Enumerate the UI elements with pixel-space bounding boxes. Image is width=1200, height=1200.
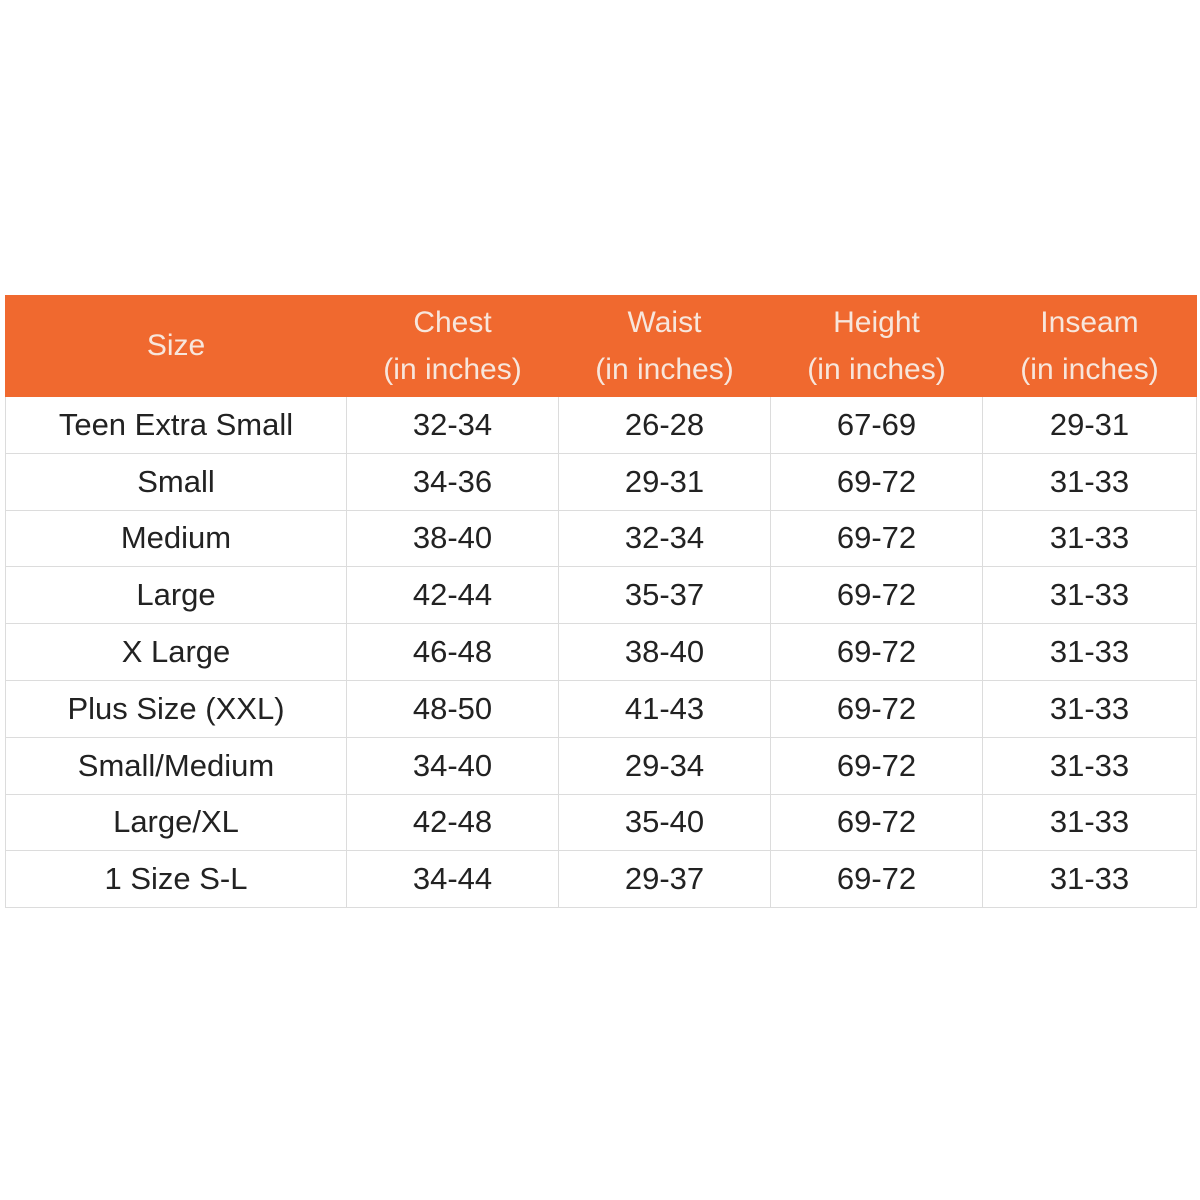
table-cell: 34-44 bbox=[347, 851, 559, 909]
header-text: Waist bbox=[627, 305, 702, 339]
header-text: Chest bbox=[413, 305, 492, 339]
size-table: Size Chest (in inches) Waist (in inches) Heig… bbox=[5, 295, 1197, 909]
table-cell: 32-34 bbox=[559, 510, 771, 568]
header-text: (in inches) bbox=[807, 352, 946, 386]
table-row: Medium 38-40 32-34 69-72 31-33 bbox=[5, 510, 1197, 568]
table-cell: 38-40 bbox=[347, 510, 559, 568]
table-cell: 32-34 bbox=[347, 397, 559, 454]
table-cell: 31-33 bbox=[983, 624, 1197, 681]
table-cell: Small/Medium bbox=[5, 737, 347, 795]
table-cell: 31-33 bbox=[983, 510, 1197, 568]
table-row: Plus Size (XXL) 48-50 41-43 69-72 31-33 bbox=[5, 680, 1197, 738]
table-row: Large/XL 42-48 35-40 69-72 31-33 bbox=[5, 794, 1197, 852]
table-row: X Large 46-48 38-40 69-72 31-33 bbox=[5, 624, 1197, 681]
table-cell: 69-72 bbox=[771, 453, 983, 511]
table-cell: 35-37 bbox=[559, 567, 771, 625]
header-row: Size Chest (in inches) Waist (in inches) Heig… bbox=[5, 295, 1197, 397]
table-cell: 34-40 bbox=[347, 737, 559, 795]
table-cell: 48-50 bbox=[347, 680, 559, 738]
table-cell: 67-69 bbox=[771, 397, 983, 454]
table-cell: Teen Extra Small bbox=[5, 397, 347, 454]
table-cell: 41-43 bbox=[559, 680, 771, 738]
table-cell: Plus Size (XXL) bbox=[5, 680, 347, 738]
table-cell: 69-72 bbox=[771, 567, 983, 625]
table-cell: Large/XL bbox=[5, 794, 347, 852]
table-cell: 69-72 bbox=[771, 624, 983, 681]
table-cell: 31-33 bbox=[983, 680, 1197, 738]
header-cell: Height (in inches) bbox=[771, 295, 983, 397]
table-cell: 69-72 bbox=[771, 851, 983, 909]
table-cell: 42-44 bbox=[347, 567, 559, 625]
header-text: (in inches) bbox=[595, 352, 734, 386]
table-cell: Large bbox=[5, 567, 347, 625]
table-cell: 46-48 bbox=[347, 624, 559, 681]
header-text: (in inches) bbox=[1020, 352, 1159, 386]
table-row: Large 42-44 35-37 69-72 31-33 bbox=[5, 567, 1197, 625]
table-cell: Medium bbox=[5, 510, 347, 568]
table-cell: X Large bbox=[5, 624, 347, 681]
table-cell: 31-33 bbox=[983, 737, 1197, 795]
table-row: Teen Extra Small 32-34 26-28 67-69 29-31 bbox=[5, 397, 1197, 454]
table-cell: Small bbox=[5, 453, 347, 511]
table-cell: 1 Size S-L bbox=[5, 851, 347, 909]
header-text: Inseam bbox=[1040, 305, 1139, 339]
header-cell: Waist (in inches) bbox=[559, 295, 771, 397]
table-cell: 69-72 bbox=[771, 737, 983, 795]
table-cell: 42-48 bbox=[347, 794, 559, 852]
header-text: (in inches) bbox=[383, 352, 522, 386]
header-cell: Size bbox=[5, 295, 347, 397]
table-cell: 29-31 bbox=[983, 397, 1197, 454]
table-row: 1 Size S-L 34-44 29-37 69-72 31-33 bbox=[5, 851, 1197, 909]
header-text: Height bbox=[833, 305, 920, 339]
table-cell: 69-72 bbox=[771, 794, 983, 852]
table-cell: 26-28 bbox=[559, 397, 771, 454]
table-cell: 31-33 bbox=[983, 794, 1197, 852]
table-row: Small 34-36 29-31 69-72 31-33 bbox=[5, 453, 1197, 511]
table-cell: 31-33 bbox=[983, 851, 1197, 909]
table-cell: 69-72 bbox=[771, 510, 983, 568]
header-text: Size bbox=[146, 329, 206, 362]
table-cell: 35-40 bbox=[559, 794, 771, 852]
table-cell: 34-36 bbox=[347, 453, 559, 511]
table-cell: 29-37 bbox=[559, 851, 771, 909]
table-cell: 69-72 bbox=[771, 680, 983, 738]
table-cell: 29-34 bbox=[559, 737, 771, 795]
header-cell: Chest (in inches) bbox=[347, 295, 559, 397]
table-cell: 38-40 bbox=[559, 624, 771, 681]
table-cell: 31-33 bbox=[983, 453, 1197, 511]
table-cell: 31-33 bbox=[983, 567, 1197, 625]
table-row: Small/Medium 34-40 29-34 69-72 31-33 bbox=[5, 737, 1197, 795]
header-cell: Inseam (in inches) bbox=[983, 295, 1197, 397]
table-cell: 29-31 bbox=[559, 453, 771, 511]
